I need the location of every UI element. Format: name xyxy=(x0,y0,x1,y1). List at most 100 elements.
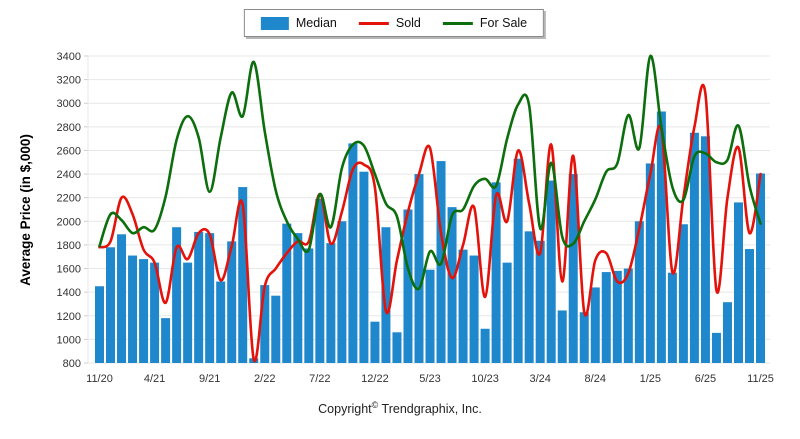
y-tick-label: 1000 xyxy=(57,334,81,346)
median-bar xyxy=(513,158,523,363)
median-bar xyxy=(645,163,655,363)
y-tick-label: 3000 xyxy=(57,98,81,110)
median-bar xyxy=(216,281,226,363)
median-bar xyxy=(348,143,358,363)
sold-swatch-icon xyxy=(358,21,389,25)
median-bar xyxy=(260,285,270,363)
legend-item-median: Median xyxy=(260,16,337,30)
y-tick-label: 1400 xyxy=(57,287,81,299)
median-bar xyxy=(722,302,732,363)
median-bar xyxy=(535,240,545,363)
median-bar xyxy=(568,174,578,363)
y-tick-label: 2200 xyxy=(57,193,81,205)
y-tick-label: 2800 xyxy=(57,122,81,134)
median-bar xyxy=(733,202,743,363)
median-bar xyxy=(359,171,369,363)
legend-label-forsale: For Sale xyxy=(479,16,528,30)
y-tick-label: 1200 xyxy=(57,311,81,323)
y-tick-label: 3400 xyxy=(57,51,81,63)
x-tick-label: 3/24 xyxy=(529,373,550,385)
median-bar xyxy=(601,272,611,363)
x-tick-label: 8/24 xyxy=(585,373,606,385)
median-bar xyxy=(238,187,248,363)
median-bar xyxy=(612,270,622,363)
median-bar xyxy=(392,332,402,363)
x-tick-label: 2/22 xyxy=(254,373,275,385)
median-bar xyxy=(678,224,688,363)
median-bar xyxy=(271,295,281,363)
x-tick-label: 11/25 xyxy=(747,373,774,385)
median-bar xyxy=(667,272,677,363)
median-bar xyxy=(194,231,204,363)
median-bar xyxy=(381,227,391,363)
median-bar xyxy=(282,223,292,363)
x-tick-label: 9/21 xyxy=(199,373,220,385)
median-bar xyxy=(756,173,766,363)
median-bar xyxy=(502,262,512,363)
median-bar xyxy=(458,249,468,363)
median-bar xyxy=(315,198,325,363)
median-bar xyxy=(304,248,314,363)
median-bar xyxy=(414,174,424,363)
y-axis-title: Average Price (in $,000) xyxy=(18,134,33,286)
copyright-text: Copyright© Trendgraphix, Inc. xyxy=(318,400,482,417)
legend-label-sold: Sold xyxy=(395,16,421,30)
median-bar xyxy=(745,249,755,363)
legend-label-median: Median xyxy=(295,16,337,30)
median-bar xyxy=(469,255,479,363)
forsale-line xyxy=(98,54,762,291)
copyright-symbol: © xyxy=(371,400,379,410)
median-bar xyxy=(689,132,699,363)
x-tick-label: 5/23 xyxy=(419,373,440,385)
median-bar xyxy=(590,287,600,363)
median-bar xyxy=(128,255,138,363)
x-tick-label: 7/22 xyxy=(309,373,330,385)
median-bar xyxy=(150,262,160,363)
median-bar xyxy=(117,234,127,363)
median-bar xyxy=(557,310,567,363)
x-tick-label: 4/21 xyxy=(144,373,165,385)
median-bar xyxy=(227,241,237,363)
median-bar xyxy=(491,182,501,363)
legend-item-sold: Sold xyxy=(358,16,421,30)
median-bar xyxy=(293,233,303,363)
y-tick-label: 800 xyxy=(63,358,81,370)
median-bar xyxy=(183,262,193,363)
forsale-swatch-icon xyxy=(442,21,473,25)
median-bar xyxy=(326,243,336,363)
median-bar xyxy=(370,321,380,363)
median-bar xyxy=(656,111,666,363)
median-bar xyxy=(337,221,347,363)
y-tick-label: 2000 xyxy=(57,216,81,228)
median-bar xyxy=(480,328,490,363)
median-bar xyxy=(95,286,104,363)
median-bar xyxy=(546,180,556,363)
median-bar xyxy=(205,233,215,363)
x-tick-label: 10/23 xyxy=(471,373,499,385)
median-bar xyxy=(623,268,633,363)
median-bar xyxy=(700,136,710,363)
y-tick-label: 2400 xyxy=(57,169,81,181)
median-swatch-icon xyxy=(260,16,289,30)
y-tick-label: 1600 xyxy=(57,264,81,276)
median-bar xyxy=(524,231,534,363)
x-tick-label: 11/20 xyxy=(86,373,113,385)
y-tick-label: 1800 xyxy=(57,240,81,252)
x-tick-label: 12/22 xyxy=(361,373,389,385)
median-bar xyxy=(161,318,171,363)
median-bar xyxy=(403,209,413,363)
median-bar xyxy=(139,259,149,363)
median-bar xyxy=(425,269,435,363)
y-tick-label: 2600 xyxy=(57,145,81,157)
y-tick-label: 3200 xyxy=(57,75,81,87)
median-bar xyxy=(172,227,182,363)
chart-legend: Median Sold For Sale xyxy=(243,9,545,37)
median-bar xyxy=(711,332,721,363)
legend-item-forsale: For Sale xyxy=(442,16,528,30)
median-bar xyxy=(579,312,589,363)
x-tick-label: 1/25 xyxy=(640,373,661,385)
median-bar xyxy=(106,247,116,363)
median-bar xyxy=(634,221,644,363)
